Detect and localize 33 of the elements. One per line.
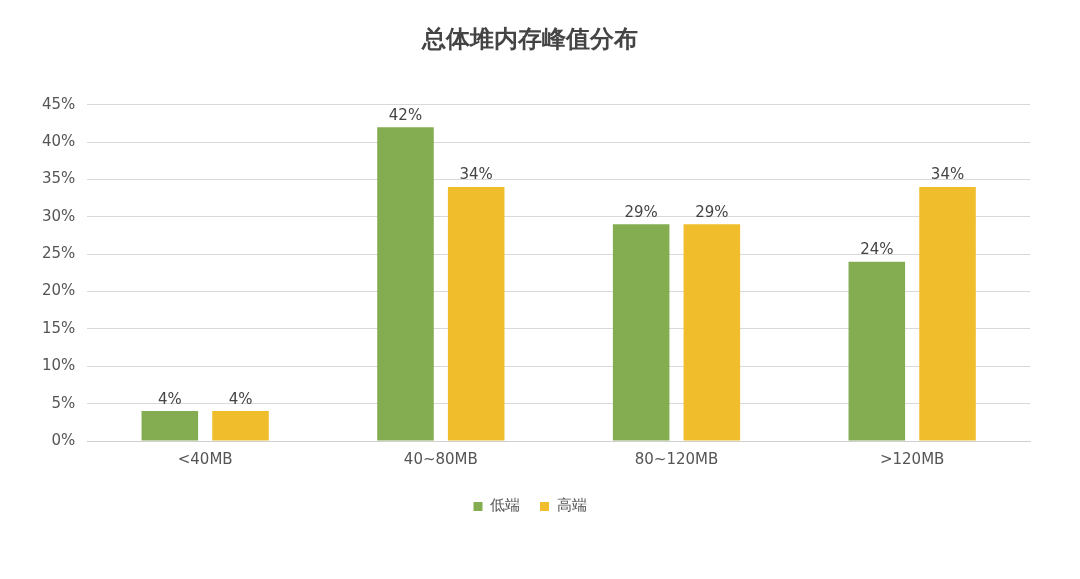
x-tick-label: <40MB	[177, 449, 233, 468]
y-tick-label: 35%	[42, 169, 76, 188]
y-tick-label: 15%	[42, 318, 76, 337]
y-tick-label: 25%	[42, 244, 76, 263]
data-label: 4%	[228, 389, 253, 408]
y-tick-label: 45%	[42, 94, 76, 113]
bar	[919, 186, 976, 441]
bar	[447, 186, 505, 441]
y-tick-label: 5%	[51, 393, 76, 412]
data-label: 42%	[388, 105, 423, 124]
legend-label: 低端	[490, 496, 520, 515]
data-label: 29%	[624, 202, 658, 221]
x-tick-label: >120MB	[879, 449, 945, 468]
bar	[848, 261, 906, 441]
data-label: 4%	[157, 389, 182, 408]
bar	[612, 224, 670, 441]
y-tick-label: 10%	[42, 356, 76, 375]
x-tick-label: 80~120MB	[634, 449, 719, 468]
bar	[212, 411, 269, 441]
y-tick-label: 0%	[51, 430, 76, 449]
x-tick-label: 40~80MB	[403, 449, 478, 468]
bar	[141, 411, 199, 441]
data-label: 24%	[860, 240, 894, 259]
data-label: 34%	[930, 165, 965, 184]
y-tick-label: 40%	[42, 132, 76, 151]
bar	[683, 224, 741, 441]
data-label: 29%	[695, 202, 729, 221]
y-tick-label: 30%	[42, 206, 76, 225]
legend-label: 高端	[556, 496, 587, 515]
y-tick-label: 20%	[42, 281, 76, 300]
data-label: 34%	[459, 165, 493, 184]
bar	[377, 127, 434, 441]
chart-title: 总体堆内存峰值分布	[421, 24, 638, 53]
